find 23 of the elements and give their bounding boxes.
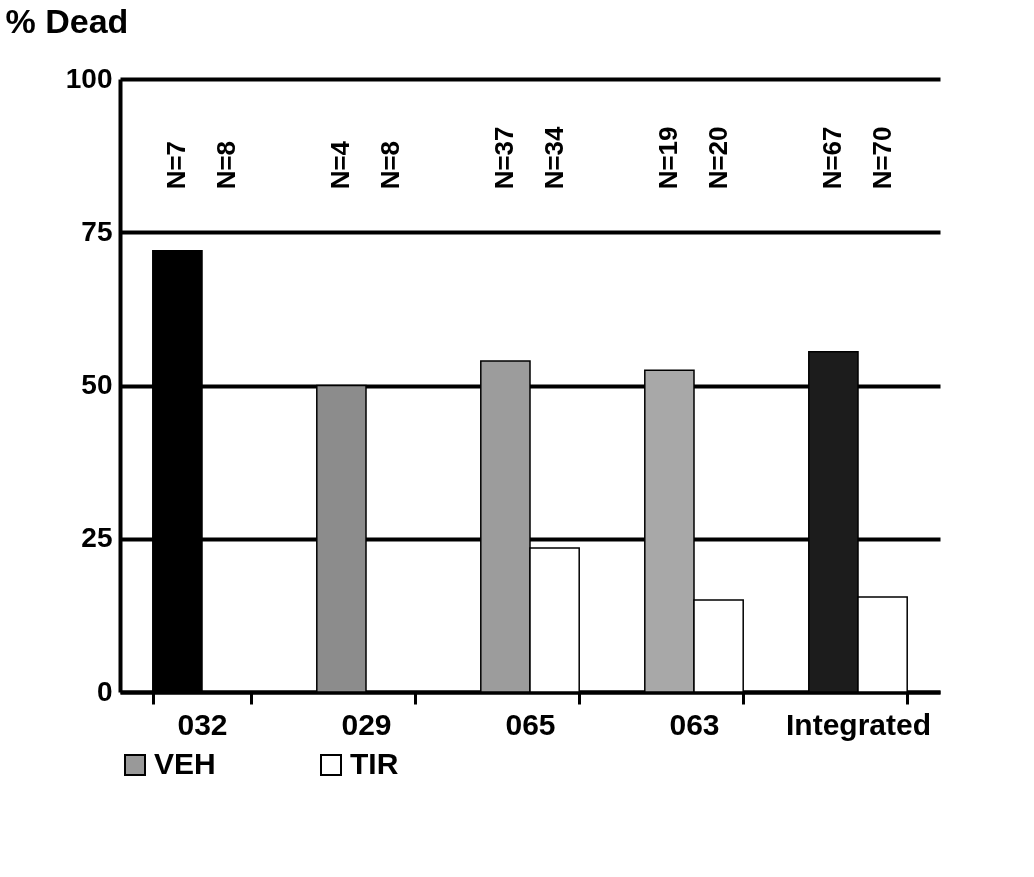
annotation: N=4 bbox=[325, 140, 356, 190]
y-axis-title: % Dead bbox=[5, 1, 129, 40]
y-tick-label: 75 bbox=[81, 215, 113, 247]
legend-label: TIR bbox=[350, 747, 399, 780]
annotation: N=7 bbox=[161, 140, 192, 190]
annotation: N=34 bbox=[538, 125, 569, 190]
y-tick-label: 0 bbox=[96, 675, 113, 707]
x-tick-label: 065 bbox=[505, 707, 556, 741]
annotation: N=8 bbox=[210, 140, 241, 190]
legend-label: VEH bbox=[154, 747, 216, 780]
y-tick-label: 25 bbox=[81, 522, 113, 554]
x-tick-label: Integrated bbox=[785, 707, 932, 741]
annotation: N=19 bbox=[653, 126, 684, 190]
annotation: N=70 bbox=[866, 126, 897, 190]
x-tick-label: 032 bbox=[177, 707, 228, 741]
annotation: N=37 bbox=[489, 126, 520, 190]
y-tick-label: 100 bbox=[65, 62, 113, 94]
annotation: N=8 bbox=[374, 140, 405, 190]
annotation: N=20 bbox=[702, 126, 733, 190]
x-tick-label: 029 bbox=[341, 707, 392, 741]
x-tick-label: 063 bbox=[669, 707, 720, 741]
annotation: N=67 bbox=[817, 126, 848, 190]
y-tick-label: 50 bbox=[81, 369, 113, 400]
